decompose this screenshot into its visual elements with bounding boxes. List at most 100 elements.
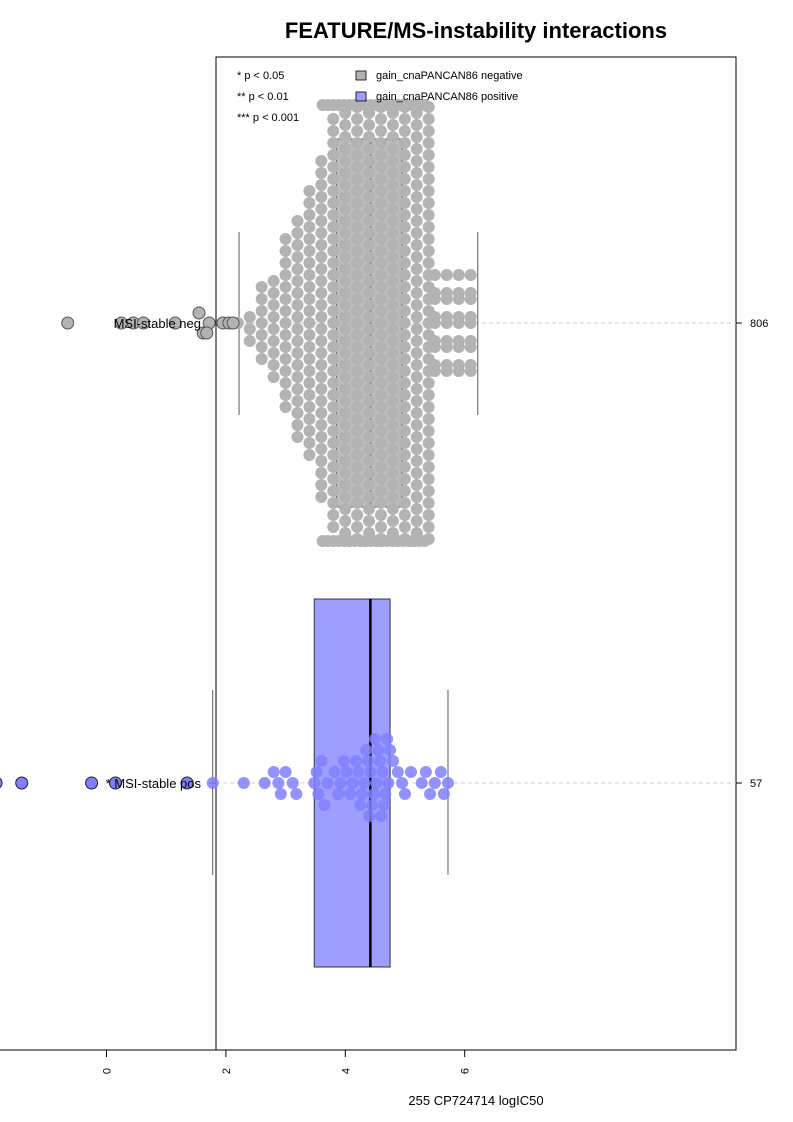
point-negative <box>374 521 387 533</box>
point-negative <box>327 161 340 173</box>
point-negative <box>351 269 364 281</box>
point-negative <box>279 257 292 269</box>
point-negative <box>363 455 376 467</box>
point-negative <box>291 239 304 251</box>
point-negative <box>386 131 399 143</box>
point-positive <box>352 766 365 778</box>
point-negative <box>315 443 328 455</box>
point-negative <box>374 353 387 365</box>
x-tick-label: 4 <box>340 1068 352 1074</box>
point-negative <box>315 347 328 359</box>
point-negative <box>374 233 387 245</box>
point-negative <box>303 449 316 461</box>
point-positive <box>376 766 389 778</box>
point-negative <box>374 413 387 425</box>
point-negative <box>339 179 352 191</box>
point-negative <box>398 413 411 425</box>
point-positive <box>206 777 219 789</box>
point-negative <box>386 167 399 179</box>
point-positive <box>258 777 271 789</box>
point-positive <box>366 799 379 811</box>
point-negative <box>363 131 376 143</box>
point-negative <box>363 359 376 371</box>
point-negative <box>351 449 364 461</box>
point-negative <box>255 353 268 365</box>
point-negative <box>410 263 423 275</box>
point-negative <box>386 191 399 203</box>
point-negative <box>374 113 387 125</box>
chart-title: FEATURE/MS-instability interactions <box>285 18 667 43</box>
point-negative <box>386 455 399 467</box>
point-negative <box>374 485 387 497</box>
point-negative <box>315 431 328 443</box>
point-negative <box>440 341 453 353</box>
point-negative <box>303 305 316 317</box>
point-negative <box>279 377 292 389</box>
point-negative <box>410 371 423 383</box>
point-negative <box>255 305 268 317</box>
point-negative <box>422 509 435 521</box>
point-negative <box>291 347 304 359</box>
group-counts: 806 57 <box>750 318 768 790</box>
point-negative <box>363 287 376 299</box>
point-negative <box>398 293 411 305</box>
point-negative <box>363 239 376 251</box>
point-negative <box>398 353 411 365</box>
point-negative <box>398 221 411 233</box>
point-negative <box>452 293 465 305</box>
point-negative <box>422 245 435 257</box>
point-negative <box>279 389 292 401</box>
point-positive <box>237 777 250 789</box>
point-positive <box>337 755 350 767</box>
point-negative <box>410 287 423 299</box>
point-negative <box>410 383 423 395</box>
point-negative <box>315 479 328 491</box>
point-negative <box>351 293 364 305</box>
point-negative <box>410 455 423 467</box>
point-negative <box>327 221 340 233</box>
point-negative <box>351 197 364 209</box>
point-negative <box>315 179 328 191</box>
point-negative <box>464 293 477 305</box>
point-negative <box>410 155 423 167</box>
point-negative <box>422 221 435 233</box>
point-negative <box>327 293 340 305</box>
point-negative <box>243 335 256 347</box>
point-negative <box>303 185 316 197</box>
point-negative <box>374 269 387 281</box>
group-legend: gain_cnaPANCAN86 negative gain_cnaPANCAN8… <box>355 70 523 103</box>
point-negative <box>339 419 352 431</box>
point-positive <box>334 777 347 789</box>
point-negative <box>291 299 304 311</box>
point-negative <box>267 371 280 383</box>
point-negative <box>386 215 399 227</box>
point-negative <box>279 233 292 245</box>
point-negative <box>410 419 423 431</box>
point-negative <box>374 197 387 209</box>
point-negative <box>386 491 399 503</box>
point-negative <box>315 467 328 479</box>
point-negative <box>315 395 328 407</box>
point-negative <box>255 281 268 293</box>
point-negative <box>398 185 411 197</box>
point-negative <box>303 233 316 245</box>
point-negative <box>398 149 411 161</box>
point-negative <box>339 251 352 263</box>
point-negative <box>303 317 316 329</box>
point-negative <box>279 401 292 413</box>
point-negative <box>410 491 423 503</box>
point-negative <box>303 389 316 401</box>
point-negative <box>363 491 376 503</box>
point-negative <box>291 371 304 383</box>
point-negative <box>279 329 292 341</box>
point-negative <box>327 209 340 221</box>
point-negative <box>374 173 387 185</box>
point-negative <box>363 299 376 311</box>
point-negative <box>243 311 256 323</box>
point-negative <box>339 203 352 215</box>
point-negative <box>386 347 399 359</box>
point-negative <box>374 209 387 221</box>
point-positive <box>404 766 417 778</box>
point-negative <box>386 227 399 239</box>
point-negative <box>422 521 435 533</box>
